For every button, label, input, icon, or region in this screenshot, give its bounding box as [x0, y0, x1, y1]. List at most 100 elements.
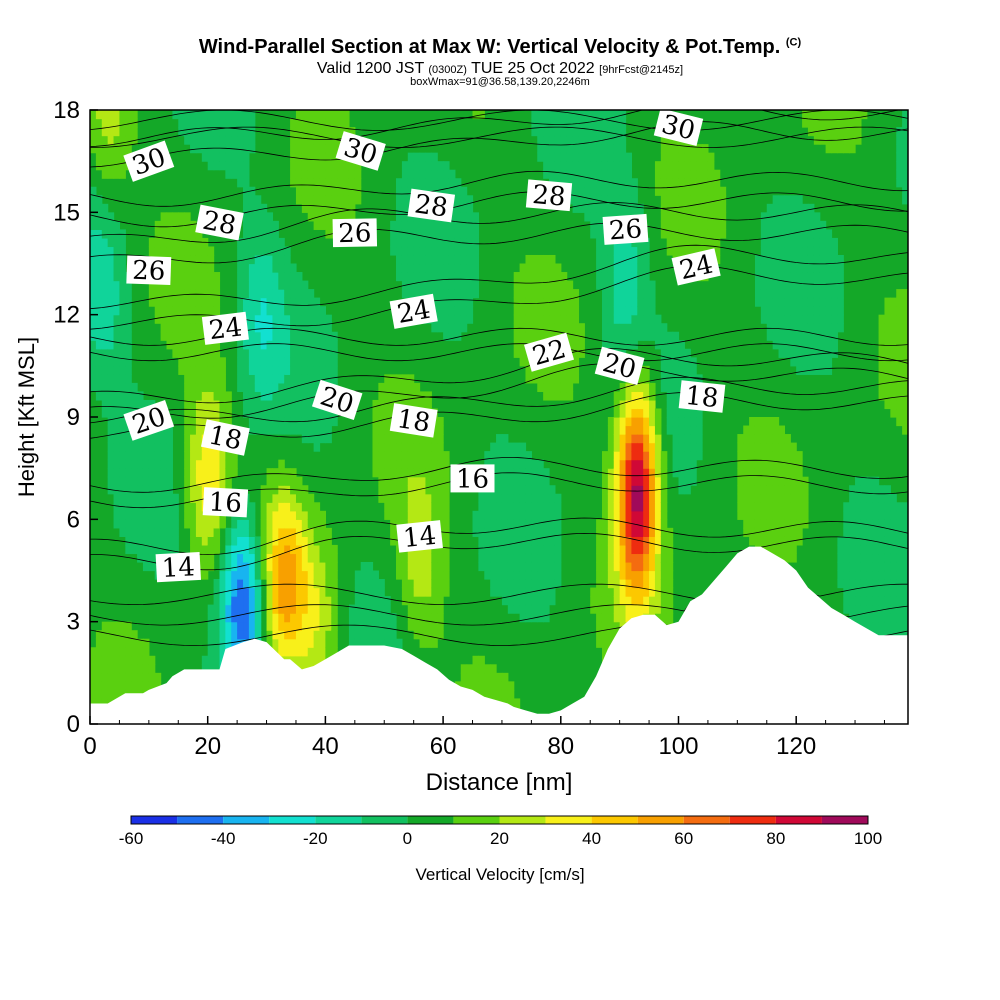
field-cell	[307, 579, 315, 589]
field-cell	[254, 314, 262, 324]
field-cell	[802, 272, 809, 282]
field-cell	[772, 536, 780, 546]
field-cell	[201, 544, 209, 555]
field-cell	[431, 613, 438, 623]
field-cell	[554, 553, 562, 563]
field-cell	[778, 476, 786, 486]
field-cell	[331, 348, 338, 358]
field-cell	[519, 263, 527, 273]
field-cell	[843, 144, 850, 154]
field-cell	[531, 536, 538, 546]
field-cell	[207, 246, 215, 256]
field-cell	[419, 220, 427, 230]
field-cell	[313, 306, 321, 316]
field-cell	[237, 237, 244, 248]
field-cell	[407, 604, 415, 614]
field-cell	[425, 220, 432, 230]
field-cell	[301, 630, 309, 640]
field-cell	[313, 536, 321, 546]
field-cell	[802, 502, 809, 512]
field-cell	[278, 382, 285, 393]
field-cell	[319, 127, 326, 137]
field-cell	[484, 570, 491, 580]
field-cell	[855, 579, 862, 589]
field-cell	[766, 254, 774, 265]
field-cell	[172, 263, 179, 273]
field-cell	[590, 152, 597, 162]
field-cell	[525, 527, 532, 537]
field-cell	[301, 425, 309, 435]
field-cell	[278, 596, 285, 606]
field-cell	[148, 544, 156, 555]
field-cell	[272, 246, 279, 256]
field-cell	[855, 604, 862, 614]
field-cell	[619, 186, 627, 196]
field-cell	[625, 442, 633, 452]
field-cell	[248, 408, 256, 418]
field-cell	[560, 280, 568, 290]
field-cell	[613, 621, 621, 631]
field-cell	[619, 553, 627, 563]
field-cell	[331, 135, 338, 145]
field-cell	[590, 178, 597, 188]
field-cell	[178, 237, 185, 248]
field-cell	[519, 596, 527, 606]
field-cell	[549, 161, 556, 171]
field-cell	[278, 621, 285, 631]
field-cell	[819, 280, 827, 290]
field-cell	[243, 186, 250, 196]
field-cell	[248, 127, 256, 137]
field-cell	[366, 596, 374, 606]
valid-time: Valid 1200 JST	[316, 60, 424, 77]
field-cell	[390, 502, 397, 512]
field-cell	[266, 306, 274, 316]
field-cell	[166, 536, 173, 546]
field-cell	[301, 587, 309, 597]
field-cell	[254, 220, 262, 230]
field-cell	[466, 237, 474, 248]
field-cell	[466, 220, 474, 230]
field-cell	[431, 289, 438, 299]
field-cell	[284, 382, 291, 393]
field-cell	[390, 451, 397, 461]
field-cell	[213, 357, 221, 367]
field-cell	[649, 510, 656, 520]
field-cell	[637, 519, 644, 529]
field-cell	[625, 434, 633, 444]
field-cell	[443, 263, 450, 273]
field-cell	[278, 314, 285, 324]
field-cell	[684, 169, 691, 179]
field-cell	[213, 613, 221, 623]
field-cell	[160, 476, 168, 486]
field-cell	[649, 493, 656, 503]
field-cell	[601, 135, 609, 145]
field-cell	[166, 451, 173, 461]
field-cell	[178, 306, 185, 316]
field-cell	[778, 220, 786, 230]
field-cell	[295, 357, 303, 367]
field-cell	[119, 340, 126, 350]
field-cell	[531, 485, 538, 495]
field-cell	[766, 203, 774, 213]
field-cell	[231, 630, 238, 640]
field-cell	[554, 280, 562, 290]
field-cell	[419, 459, 427, 469]
field-cell	[684, 237, 691, 248]
field-cell	[172, 323, 179, 333]
field-cell	[225, 621, 232, 631]
field-cell	[325, 434, 332, 444]
field-cell	[466, 229, 474, 239]
field-cell	[766, 280, 774, 290]
field-cell	[95, 391, 103, 401]
field-cell	[225, 451, 232, 461]
field-cell	[119, 408, 126, 418]
field-cell	[419, 621, 427, 631]
field-cell	[113, 306, 121, 316]
field-cell	[90, 118, 97, 128]
field-cell	[843, 110, 850, 120]
field-cell	[696, 417, 703, 427]
field-cell	[778, 348, 786, 358]
field-cell	[101, 272, 109, 282]
field-cell	[119, 664, 126, 674]
